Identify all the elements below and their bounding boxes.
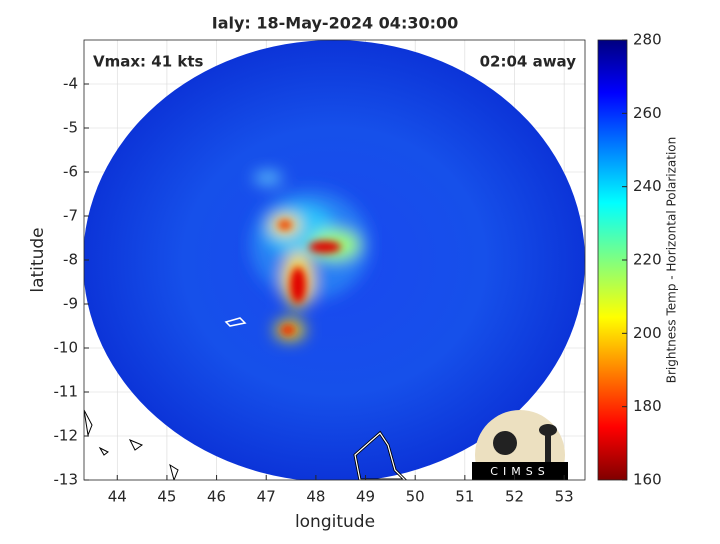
y-tick-label: -7 [63,207,78,225]
y-tick-label: -5 [63,119,78,137]
annotation: Vmax: 41 kts [93,53,203,71]
x-tick-label: 46 [207,488,226,506]
colorbar-tick-label: 160 [633,471,662,489]
logo-text: CIMSS [490,465,549,478]
y-tick-label: -4 [63,75,78,93]
y-axis-label: latitude [28,227,48,292]
x-tick-label: 50 [406,488,425,506]
x-tick-label: 52 [505,488,524,506]
y-tick-label: -8 [63,251,78,269]
x-tick-label: 53 [555,488,574,506]
colorbar-tick-label: 240 [633,177,662,195]
x-tick-label: 45 [157,488,176,506]
x-tick-label: 44 [108,488,127,506]
y-tick-label: -13 [54,471,79,489]
chart-title: Ialy: 18-May-2024 04:30:00 [212,14,459,33]
x-axis-label: longitude [295,512,375,532]
annotation: 02:04 away [480,53,577,71]
y-tick-label: -9 [63,295,78,313]
x-tick-label: 49 [356,488,375,506]
colorbar-label: Brightness Temp - Horizontal Polarizatio… [665,137,679,384]
x-tick-label: 48 [306,488,325,506]
y-tick-label: -11 [54,383,79,401]
y-tick-label: -12 [54,427,79,445]
x-tick-label: 47 [257,488,276,506]
colorbar-tick-label: 280 [633,31,662,49]
y-tick-label: -10 [54,339,79,357]
x-tick-label: 51 [455,488,474,506]
colorbar-tick-label: 260 [633,104,662,122]
y-tick-label: -6 [63,163,78,181]
colorbar-tick-label: 180 [633,397,662,415]
colorbar-tick-label: 200 [633,324,662,342]
image: CIMSS [84,40,585,480]
colorbar-tick-label: 220 [633,251,662,269]
